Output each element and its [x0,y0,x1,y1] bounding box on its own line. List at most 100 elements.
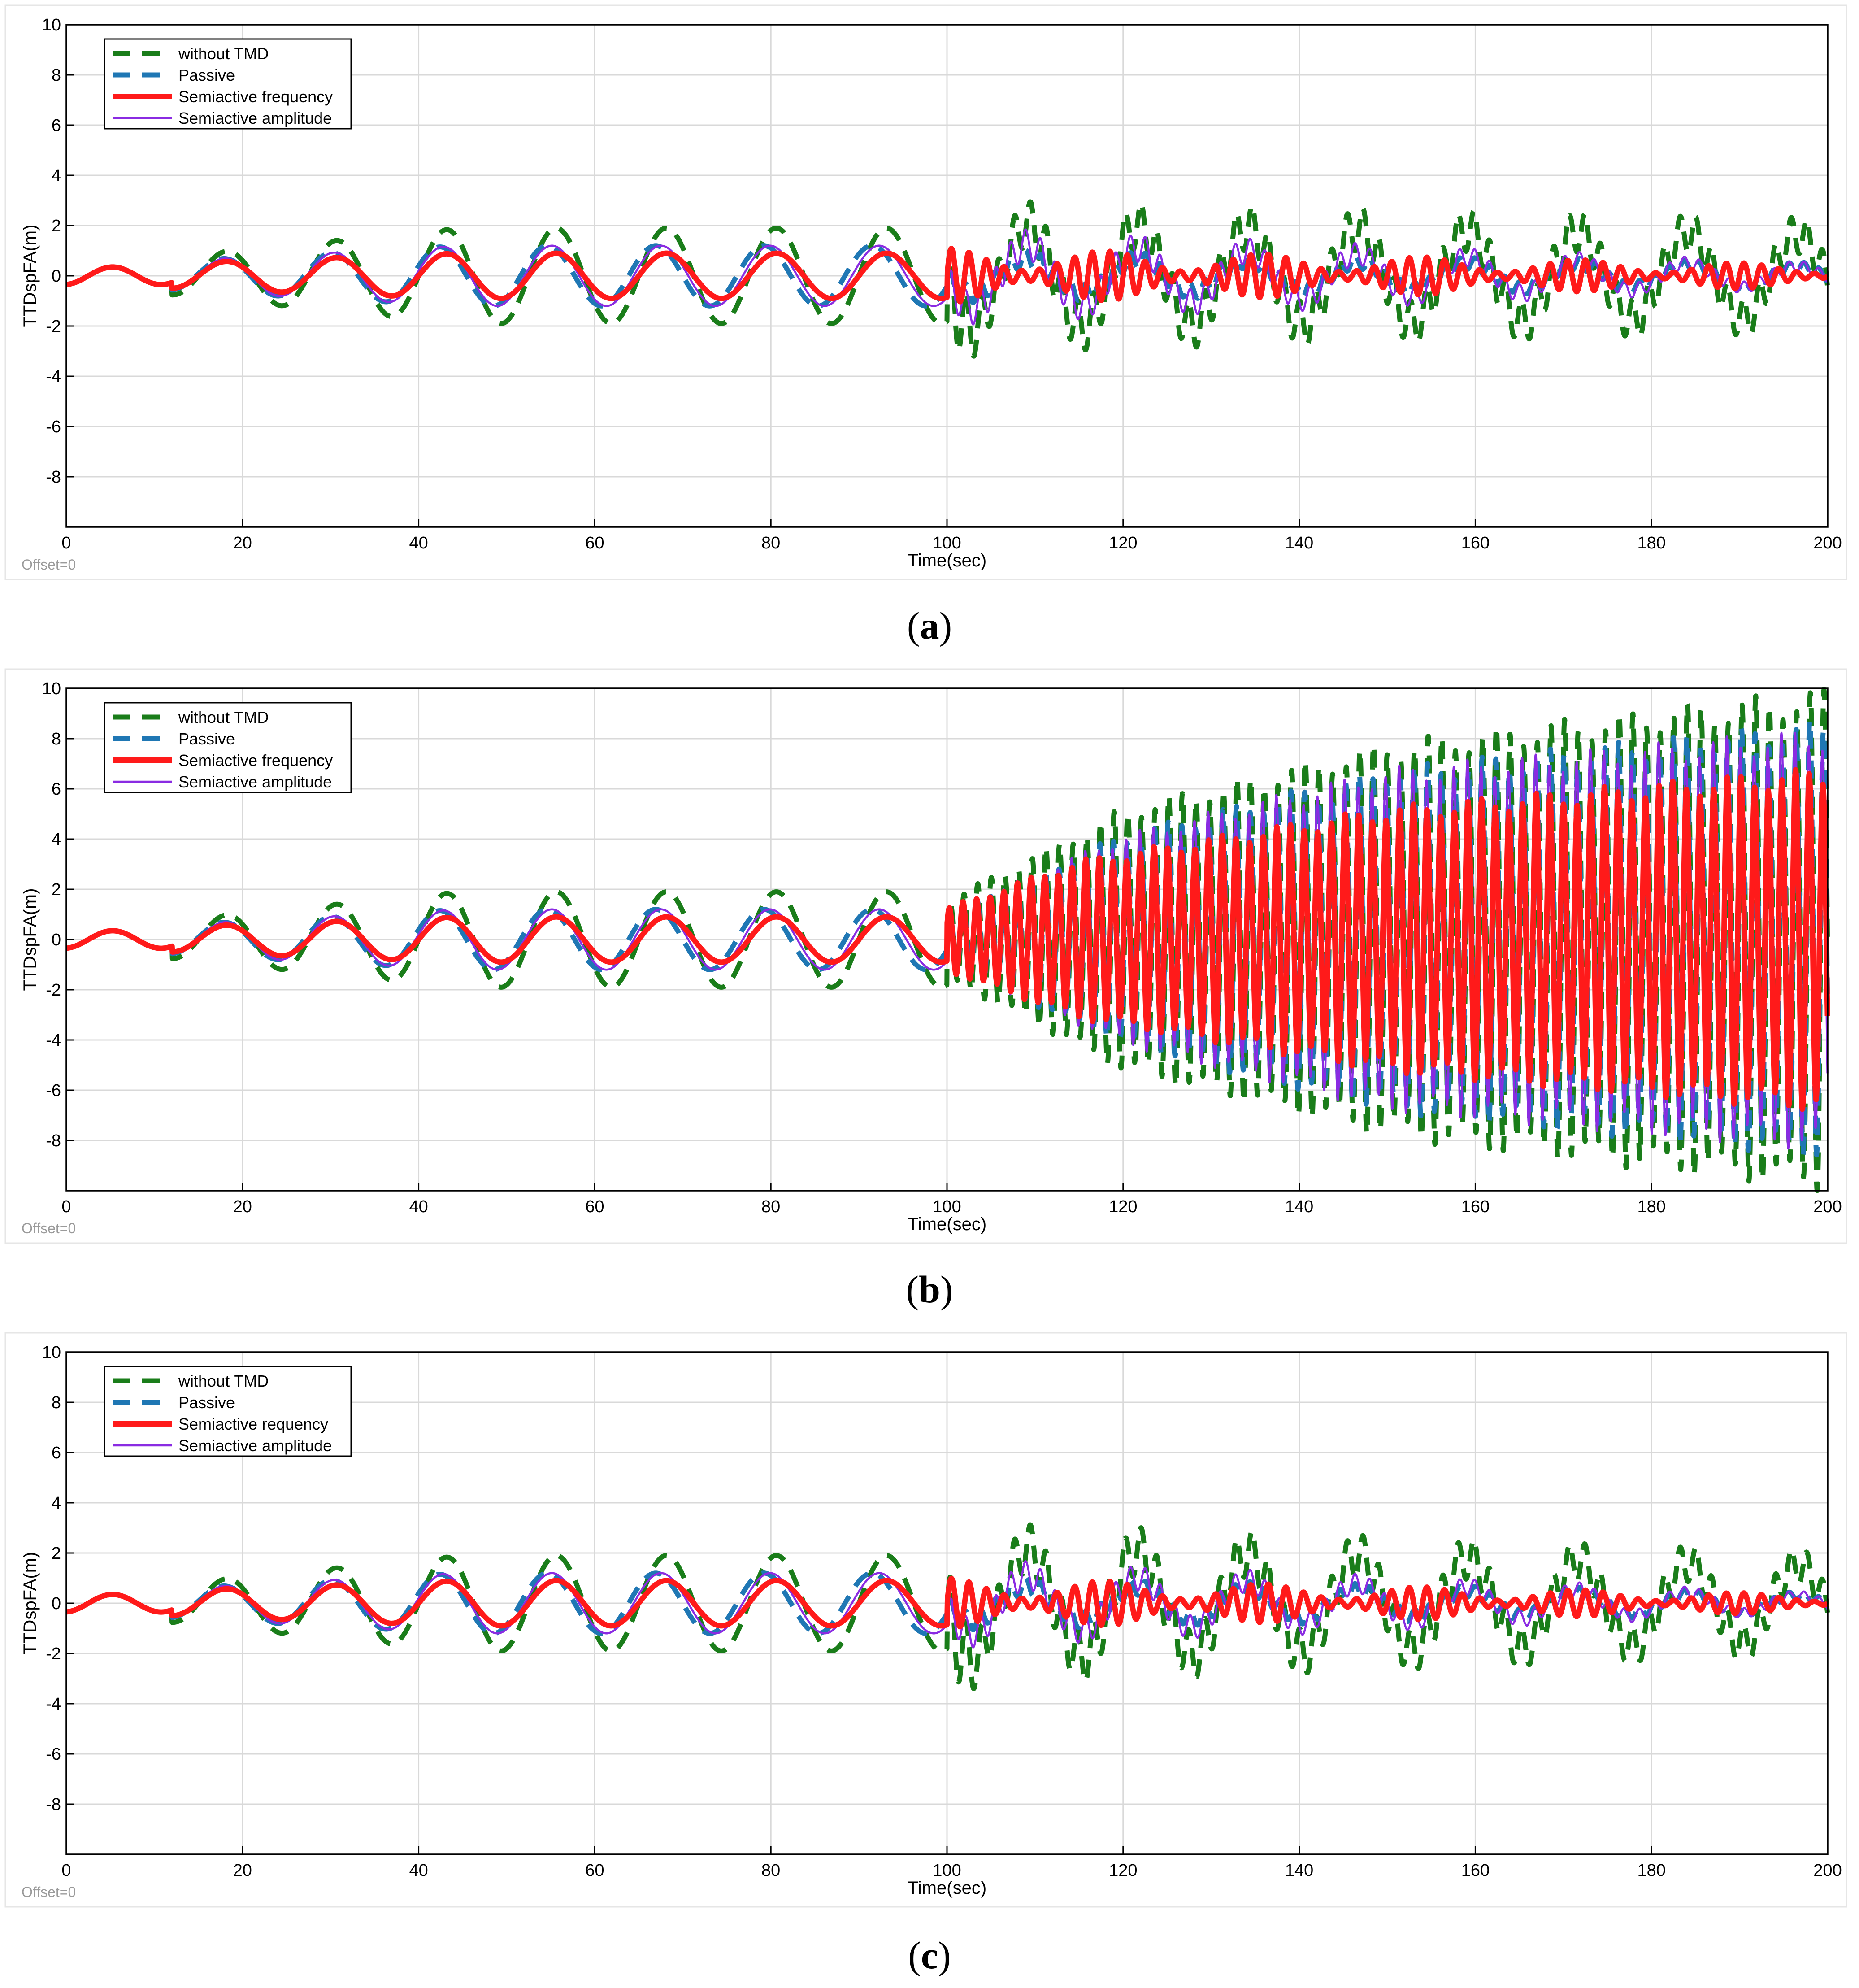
tick-labels: 0 20 40 60 80 100 120 140 160 180 200 -8 -6 -4 -2 0 2 4 6 8… [42,1343,1842,1880]
x-tick-label: 60 [585,534,604,552]
x-axis-label: Time(sec) [908,1878,986,1898]
legend-label: Semiactive amplitude [178,773,332,791]
caption-letter: c [921,1934,938,1977]
x-tick-label: 160 [1461,1861,1490,1880]
series-line-semiactive-frequency [64,767,1830,1112]
y-tick-label: 2 [52,880,61,899]
x-tick-label: 180 [1637,534,1665,552]
y-tick-label: -6 [46,418,61,436]
caption-letter: a [920,604,939,647]
y-tick-label: 10 [42,16,61,35]
x-tick-label: 200 [1813,1197,1842,1216]
x-tick-label: 140 [1285,534,1313,552]
y-tick-label: -4 [46,367,61,386]
y-tick-label: 4 [52,1494,61,1513]
y-tick-label: -2 [46,317,61,336]
y-tick-label: -6 [46,1745,61,1764]
y-tick-label: 6 [52,780,61,799]
x-tick-label: 160 [1461,1197,1490,1216]
x-tick-label: 120 [1109,534,1137,552]
chart-a-svg: 0 20 40 60 80 100 120 140 160 180 200 -8 -6 -4 -2 0 2 4 6 8… [4,4,1847,580]
series-line-semiactive-frequency [64,246,1830,305]
legend-label: Semiactive amplitude [178,109,332,127]
x-tick-label: 40 [409,1197,428,1216]
x-tick-label: 0 [61,1197,71,1216]
y-tick-label: -4 [46,1031,61,1050]
y-tick-label: 0 [52,267,61,286]
x-tick-label: 40 [409,534,428,552]
y-tick-label: 8 [52,66,61,85]
x-tick-label: 80 [761,534,780,552]
caption-c: (c) [908,1934,951,1977]
caption-a: (a) [907,604,952,647]
x-tick-label: 20 [233,1861,252,1880]
x-tick-label: 80 [761,1861,780,1880]
chart-c-svg: 0 20 40 60 80 100 120 140 160 180 200 -8 -6 -4 -2 0 2 4 6 8… [4,1332,1847,1908]
y-tick-label: 4 [52,166,61,185]
series-group [64,199,1830,359]
y-tick-label: 10 [42,1343,61,1362]
x-tick-label: 100 [933,1197,961,1216]
x-axis-label: Time(sec) [908,551,986,570]
x-tick-label: 140 [1285,1861,1313,1880]
caption-letter: b [919,1268,940,1311]
legend-label: Semiactive requency [178,1415,328,1433]
y-tick-label: 8 [52,730,61,748]
legend-label: Passive [178,730,235,748]
y-tick-label: -6 [46,1081,61,1100]
offset-label: Offset=0 [22,1884,76,1900]
series-group [64,1522,1830,1691]
x-tick-label: 20 [233,534,252,552]
tick-labels: 0 20 40 60 80 100 120 140 160 180 200 -8 -6 -4 -2 0 2 4 6 8… [42,16,1842,552]
y-tick-label: 10 [42,679,61,698]
x-tick-label: 200 [1813,1861,1842,1880]
y-tick-label: 4 [52,830,61,849]
x-tick-label: 100 [933,1861,961,1880]
x-tick-label: 180 [1637,1861,1665,1880]
x-tick-label: 120 [1109,1861,1137,1880]
legend: without TMD Passive Semiactive frequency Se… [104,38,352,130]
x-tick-label: 0 [61,534,71,552]
y-tick-label: 8 [52,1393,61,1412]
legend: without TMD Passive Semiactive requency Sem… [104,1366,352,1457]
x-tick-label: 40 [409,1861,428,1880]
x-tick-label: 60 [585,1861,604,1880]
x-tick-label: 180 [1637,1197,1665,1216]
y-tick-label: 6 [52,116,61,135]
y-axis-label: TTDspFA(m) [20,225,40,327]
chart-frame [4,4,1847,580]
series-group [64,687,1830,1193]
y-tick-label: -8 [46,1131,61,1150]
x-tick-label: 160 [1461,534,1490,552]
y-tick-label: -2 [46,1644,61,1663]
legend-label: Semiactive frequency [178,87,333,106]
x-tick-label: 60 [585,1197,604,1216]
y-tick-label: -4 [46,1695,61,1714]
chart-frame [4,1332,1847,1908]
x-axis-label: Time(sec) [908,1214,986,1234]
chart-frame [4,668,1847,1244]
y-tick-label: 2 [52,217,61,235]
legend: without TMD Passive Semiactive frequency S… [104,702,352,793]
series-line-semiactive-frequency [64,1575,1830,1630]
offset-label: Offset=0 [22,1220,76,1236]
y-axis-label: TTDspFA(m) [20,1552,40,1655]
tick-labels: 0 20 40 60 80 100 120 140 160 180 200 -8 -6 -4 -2 0 2 4 6 8… [42,679,1842,1216]
series-line-without-tmd [64,1522,1830,1691]
series-line-without-tmd [64,199,1830,359]
legend-label: without TMD [178,44,269,63]
x-tick-label: 80 [761,1197,780,1216]
offset-label: Offset=0 [22,557,76,573]
y-tick-label: -8 [46,468,61,487]
x-tick-label: 120 [1109,1197,1137,1216]
legend-label: Semiactive amplitude [178,1436,332,1455]
y-tick-label: -2 [46,981,61,1000]
y-tick-label: 6 [52,1444,61,1462]
legend-label: Passive [178,1393,235,1412]
x-tick-label: 20 [233,1197,252,1216]
x-tick-label: 200 [1813,534,1842,552]
chart-b-svg: 0 20 40 60 80 100 120 140 160 180 200 -8 -6 -4 -2 0 2 4 6 8… [4,668,1847,1244]
caption-b: (b) [906,1268,953,1311]
y-tick-label: 2 [52,1544,61,1563]
y-tick-label: -8 [46,1795,61,1814]
